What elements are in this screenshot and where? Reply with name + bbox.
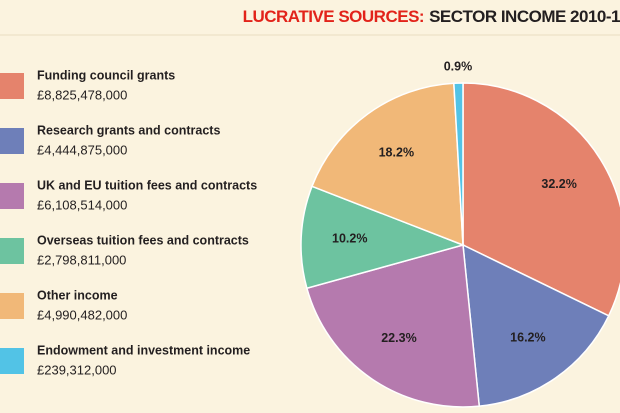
title-highlight: LUCRATIVE SOURCES: — [243, 7, 424, 26]
legend-detail: £239,312,000 — [37, 362, 117, 377]
legend-label: Endowment and investment income — [37, 343, 250, 357]
pie-slice — [462, 82, 620, 317]
slice-label: 22.3% — [381, 331, 416, 345]
slice-label: 18.2% — [379, 146, 414, 160]
legend-detail: £6,108,514,000 — [37, 197, 127, 212]
chart-title: SECTOR INCOME 2010-1 — [429, 7, 620, 26]
slice-label: 0.9% — [444, 59, 473, 73]
legend-detail: £8,825,478,000 — [37, 87, 127, 102]
legend-label: Funding council grants — [37, 68, 175, 82]
slice-label: 32.2% — [541, 177, 576, 191]
legend-swatch — [0, 293, 24, 319]
pie-slice — [453, 82, 464, 246]
slice-label: 16.2% — [510, 330, 545, 344]
legend-swatch — [0, 128, 24, 154]
pie-slice — [462, 243, 610, 408]
legend-detail: £4,444,875,000 — [37, 142, 127, 157]
legend-swatch — [0, 183, 24, 209]
legend-detail: £2,798,811,000 — [37, 252, 126, 267]
legend-label: Other income — [37, 288, 118, 302]
pie-slice — [300, 185, 466, 290]
legend-swatch — [0, 238, 24, 264]
chart-title-group: LUCRATIVE SOURCES: SECTOR INCOME 2010-1 — [243, 7, 620, 26]
legend-label: UK and EU tuition fees and contracts — [37, 178, 257, 192]
legend-label: Overseas tuition fees and contracts — [37, 233, 249, 247]
legend-swatch — [0, 348, 24, 374]
pie-slice — [305, 244, 481, 408]
slice-label: 10.2% — [332, 232, 367, 246]
legend-label: Research grants and contracts — [37, 123, 220, 137]
legend-swatch — [0, 73, 24, 99]
pie-slice — [311, 82, 464, 247]
legend-detail: £4,990,482,000 — [37, 307, 127, 322]
